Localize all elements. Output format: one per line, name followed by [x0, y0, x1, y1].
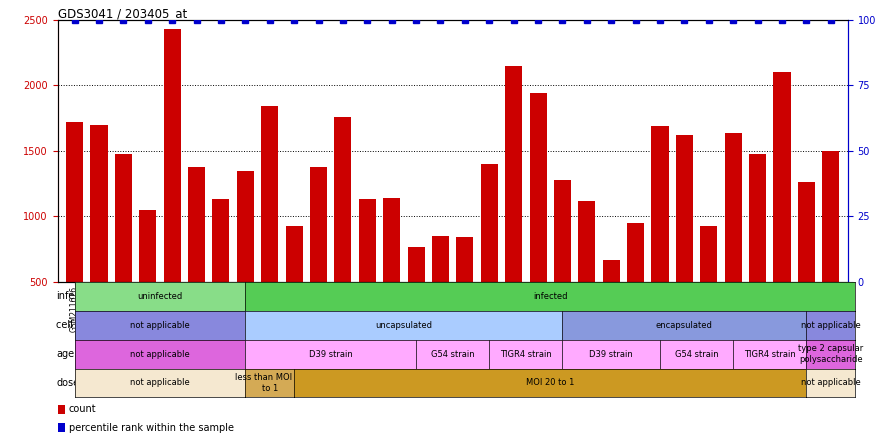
Text: not applicable: not applicable	[130, 378, 190, 388]
Bar	[457, 238, 473, 347]
Bar	[164, 29, 181, 347]
Text: infection: infection	[57, 291, 99, 301]
Text: not applicable: not applicable	[130, 349, 190, 359]
Text: TIGR4 strain: TIGR4 strain	[500, 349, 551, 359]
Bar	[408, 246, 425, 347]
Bar	[529, 93, 547, 347]
Text: TIGR4 strain: TIGR4 strain	[744, 349, 796, 359]
Bar	[383, 198, 400, 347]
Bar	[651, 126, 668, 347]
Bar	[335, 117, 351, 347]
Bar	[773, 72, 790, 347]
Text: percentile rank within the sample: percentile rank within the sample	[69, 423, 234, 433]
Text: GDS3041 / 203405_at: GDS3041 / 203405_at	[58, 7, 187, 20]
Bar	[725, 133, 742, 347]
Text: less than MOI 20
to 1: less than MOI 20 to 1	[235, 373, 304, 392]
Bar	[749, 154, 766, 347]
Bar	[481, 164, 497, 347]
Bar	[286, 226, 303, 347]
Bar	[797, 182, 815, 347]
Bar	[310, 166, 327, 347]
Bar	[261, 107, 278, 347]
Text: D39 strain: D39 strain	[589, 349, 633, 359]
Text: uninfected: uninfected	[137, 292, 182, 301]
Text: MOI 20 to 1: MOI 20 to 1	[526, 378, 574, 388]
Text: uncapsulated: uncapsulated	[375, 321, 433, 330]
Bar	[58, 424, 65, 432]
Text: dose: dose	[57, 378, 80, 388]
Bar	[237, 170, 254, 347]
Text: not applicable: not applicable	[801, 321, 860, 330]
Bar	[115, 154, 132, 347]
Bar	[90, 125, 108, 347]
Text: D39 strain: D39 strain	[309, 349, 352, 359]
Text: count: count	[69, 404, 96, 414]
Bar	[139, 210, 157, 347]
Bar	[432, 236, 449, 347]
Bar	[627, 223, 644, 347]
Bar	[58, 404, 65, 413]
Bar	[676, 135, 693, 347]
Bar	[212, 199, 229, 347]
Text: not applicable: not applicable	[130, 321, 190, 330]
Text: G54 strain: G54 strain	[674, 349, 719, 359]
Text: G54 strain: G54 strain	[431, 349, 474, 359]
Bar	[603, 260, 620, 347]
Text: cell type: cell type	[57, 320, 98, 330]
Text: agent: agent	[57, 349, 85, 359]
Bar	[822, 151, 839, 347]
Bar	[578, 201, 596, 347]
Text: type 2 capsular
polysaccharide: type 2 capsular polysaccharide	[798, 345, 864, 364]
Text: infected: infected	[533, 292, 567, 301]
Bar	[188, 166, 205, 347]
Bar	[358, 199, 376, 347]
Bar	[554, 180, 571, 347]
Bar	[505, 66, 522, 347]
Text: encapsulated: encapsulated	[656, 321, 712, 330]
Bar	[66, 122, 83, 347]
Text: not applicable: not applicable	[801, 378, 860, 388]
Bar	[700, 226, 718, 347]
